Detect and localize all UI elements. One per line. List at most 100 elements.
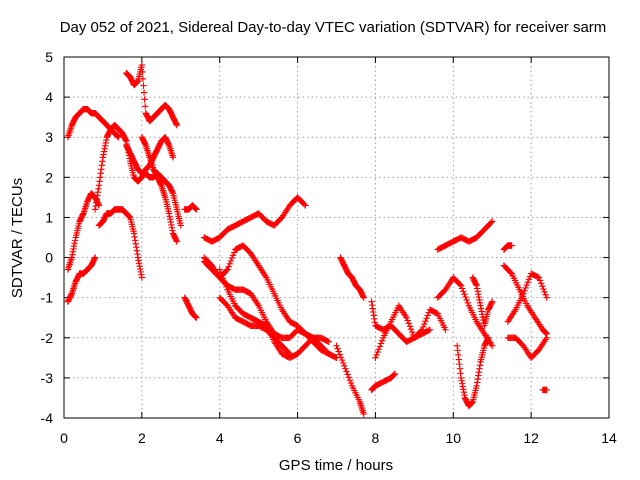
series-track-i [181,202,200,213]
series-track-y [500,242,515,253]
data-point [131,237,139,244]
data-point [377,340,385,347]
data-point [542,329,549,336]
data-point [114,132,121,140]
data-point [324,338,331,345]
data-point [423,315,430,322]
y-tick-label: 1 [45,209,53,225]
data-point [464,299,471,307]
data-point [100,151,107,158]
data-point [534,273,542,281]
data-point [339,359,347,367]
data-point [341,362,348,370]
data-point [405,320,412,327]
data-point [227,257,235,265]
data-point [369,305,376,312]
data-point [138,61,146,69]
data-point [302,202,309,209]
chart-title: Day 052 of 2021, Sidereal Day-to-day VTE… [60,19,607,36]
data-point [374,348,381,356]
data-point [98,166,105,173]
data-point [525,276,533,283]
series-track-z [500,262,550,337]
data-point [223,283,230,290]
data-point [141,103,149,110]
data-point [391,371,398,378]
x-tick-label: 14 [601,430,617,446]
data-point [173,120,180,128]
data-point [216,266,223,273]
series-track-v [434,218,496,253]
data-point [344,371,351,378]
data-point [137,268,144,276]
data-point [134,250,141,258]
data-point [453,342,461,349]
data-point [157,181,164,188]
data-point [460,389,468,396]
data-point [463,296,470,304]
data-point [97,170,104,177]
data-point [455,351,462,359]
series-track-x [469,274,496,329]
data-point [101,142,109,150]
data-point [102,139,109,147]
data-point [457,370,464,377]
x-tick-label: 4 [216,430,224,446]
data-point [173,121,181,129]
series-track-ab [504,334,550,362]
data-point [333,342,340,349]
data-point [218,272,226,279]
data-point [462,293,469,301]
data-point [220,277,228,285]
data-point [91,255,98,262]
series-track-q [333,342,367,418]
y-tick-label: -4 [41,410,54,426]
data-point [543,334,550,341]
data-point [94,189,102,196]
data-point [217,269,225,276]
data-point [476,365,483,372]
data-point [103,136,110,144]
x-tick-label: 2 [138,430,146,446]
data-point [489,298,496,305]
data-point [476,299,484,307]
data-point [192,205,200,213]
data-point [373,351,380,359]
data-point [224,266,231,273]
data-point [71,240,78,247]
series-track-w [453,334,492,410]
data-point [193,206,200,213]
data-point [484,335,491,343]
data-point [475,372,482,379]
data-point [68,254,75,261]
data-point [141,96,148,103]
data-point [132,240,139,248]
data-point [130,230,138,237]
data-point [332,354,339,361]
data-point [135,257,142,264]
data-point [286,350,293,358]
data-point [133,79,141,86]
data-point [223,267,230,274]
x-tick-label: 0 [60,430,68,446]
x-tick-label: 6 [294,430,302,446]
data-point [475,293,483,301]
data-point [456,360,463,368]
data-point [168,221,175,229]
y-tick-label: 2 [45,169,53,185]
data-point [376,343,384,350]
data-point [406,323,414,330]
x-tick-labels: 0 2 4 6 8 10 12 14 [60,430,617,446]
data-point [477,302,484,309]
y-tick-label: -1 [41,290,54,306]
data-point [408,328,416,336]
data-point [100,148,108,155]
data-point [458,377,465,384]
data-point [456,281,464,288]
data-point [139,75,147,82]
data-point [91,206,99,213]
data-point [219,274,227,282]
data-point [474,288,481,295]
data-point [457,282,465,289]
